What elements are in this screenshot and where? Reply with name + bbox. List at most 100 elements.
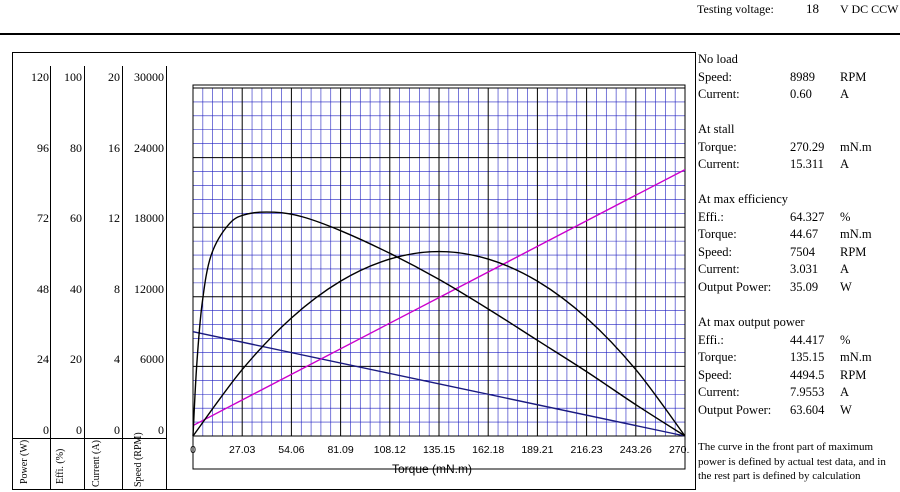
chart-curves [192, 168, 686, 437]
spec-label: Torque: [698, 227, 737, 242]
x-tick-label: 27.03 [229, 444, 255, 456]
efficiency-curve [192, 211, 686, 437]
effi-tick: 100 [64, 70, 82, 84]
spec-value: 63.604 [790, 403, 825, 417]
spec-label: Speed: [698, 69, 733, 84]
header-rule [0, 33, 900, 35]
speed-tick: 18000 [134, 211, 164, 225]
x-tick-label: 0 [190, 444, 196, 456]
effi-tick: 80 [70, 141, 82, 155]
power-axis-label: Power (W) [19, 439, 30, 484]
col-sep-3 [122, 66, 123, 489]
spec-unit: RPM [840, 367, 867, 382]
power-tick: 72 [37, 211, 49, 225]
spec-unit: A [840, 157, 850, 172]
current-tick: 16 [108, 141, 120, 155]
spec-group-title: At stall [698, 122, 735, 136]
effi-tick: 0 [76, 423, 82, 437]
spec-value: 4494.5 [790, 367, 825, 382]
x-tick-label: 108.12 [374, 444, 406, 456]
spec-label: Output Power: [698, 280, 772, 294]
effi-tick: 40 [70, 282, 82, 296]
speed-tick: 12000 [134, 282, 164, 296]
current-tick: 4 [114, 352, 120, 366]
power-tick: 0 [43, 423, 49, 437]
effi-tick: 60 [70, 211, 82, 225]
spec-value: 44.67 [790, 227, 819, 242]
spec-note-line: The curve in the front part of maximum [698, 441, 874, 453]
current-tick: 20 [108, 70, 120, 84]
frame-top [12, 52, 695, 53]
x-tick-label: 216.23 [571, 444, 603, 456]
spec-unit: RPM [840, 244, 867, 259]
spec-value: 44.417 [790, 332, 825, 347]
frame-left [12, 52, 13, 490]
spec-label: Current: [698, 157, 740, 172]
current-tick: 0 [114, 423, 120, 437]
frame-right [695, 52, 696, 490]
current-axis-label: Current (A) [91, 440, 102, 487]
spec-unit: mN.m [840, 350, 872, 365]
col-sep-4 [166, 66, 167, 489]
spec-unit: W [840, 280, 852, 294]
power-tick: 96 [37, 141, 49, 155]
current-tick: 8 [114, 282, 120, 296]
spec-group-title: At max efficiency [698, 192, 789, 206]
speed-tick: 24000 [134, 141, 164, 155]
speed-curve [192, 331, 686, 437]
spec-label: Current: [698, 262, 740, 277]
frame-bottom [12, 489, 695, 490]
spec-label: Speed: [698, 367, 733, 382]
performance-chart: 0 27.03 54.06 81.09 108.12 135.15 162.18 189.21… [190, 84, 690, 476]
speed-tick: 6000 [140, 352, 164, 366]
power-tick: 24 [37, 352, 49, 366]
power-tick: 120 [31, 70, 49, 84]
spec-unit: mN.m [840, 227, 872, 242]
testing-voltage-label: Testing voltage: [697, 2, 774, 16]
col-sep-2 [84, 66, 85, 489]
x-tick-label: 81.09 [327, 444, 353, 456]
spec-group-title: No load [698, 52, 738, 66]
spec-label: Current: [698, 87, 740, 102]
spec-label: Effi.: [698, 209, 724, 224]
spec-unit: A [840, 385, 850, 400]
speed-tick: 30000 [134, 70, 164, 84]
spec-label: Effi.: [698, 332, 724, 347]
spec-label: Output Power: [698, 403, 772, 417]
spec-value: 64.327 [790, 209, 825, 224]
x-tick-label: 270.29 [669, 444, 690, 456]
spec-note-line: the rest part is defined by calculation [698, 470, 861, 482]
voltage-value: 18 [806, 1, 819, 16]
spec-unit: % [840, 209, 851, 224]
spec-unit: A [840, 87, 850, 102]
spec-value: 7.9553 [790, 385, 825, 400]
spec-value: 8989 [790, 69, 815, 84]
current-tick: 12 [108, 211, 120, 225]
spec-value: 270.29 [790, 139, 825, 154]
spec-value: 15.311 [790, 157, 824, 172]
spec-unit: mN.m [840, 139, 872, 154]
spec-value: 7504 [790, 244, 815, 259]
power-tick: 48 [37, 282, 49, 296]
spec-value: 35.09 [790, 280, 819, 294]
effi-axis-label: Effi. (%) [55, 448, 66, 484]
spec-value: 0.60 [790, 87, 812, 102]
voltage-unit: V DC CCW [840, 2, 899, 16]
power-curve [192, 250, 686, 437]
col-sep-1 [50, 66, 51, 489]
speed-axis-label: Speed (RPM) [133, 432, 144, 487]
panel-label-divider [12, 438, 166, 439]
spec-label: Torque: [698, 350, 737, 365]
x-tick-label: 243.26 [620, 444, 652, 456]
x-tick-label: 189.21 [521, 444, 553, 456]
effi-tick: 20 [70, 352, 82, 366]
x-tick-labels: 0 27.03 54.06 81.09 108.12 135.15 162.18 189.21… [190, 444, 690, 456]
x-tick-label: 135.15 [423, 444, 455, 456]
spec-label: Speed: [698, 244, 733, 259]
spec-unit: A [840, 262, 850, 277]
spec-value: 135.15 [790, 350, 825, 365]
x-tick-label: 162.18 [472, 444, 504, 456]
spec-value: 3.031 [790, 262, 819, 277]
spec-note-line: power is defined by actual test data, an… [698, 455, 886, 468]
